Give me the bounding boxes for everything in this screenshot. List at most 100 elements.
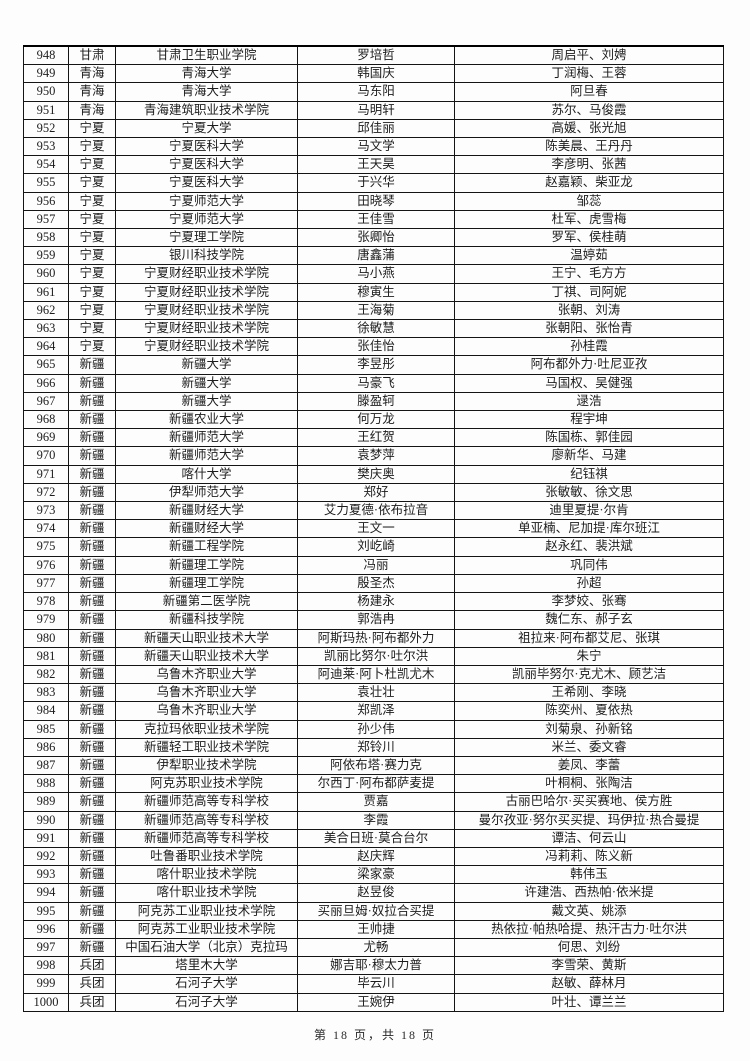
cell-student-name: 杨建永 — [297, 592, 455, 612]
cell-province: 宁夏 — [68, 209, 116, 230]
cell-school: 宁夏师范大学 — [115, 191, 298, 211]
cell-province: 新疆 — [68, 792, 116, 812]
table-row: 961 宁夏 宁夏财经职业技术学院 穆寅生 丁祺、司阿妮 — [23, 282, 724, 302]
cell-school: 乌鲁木齐职业大学 — [115, 683, 298, 703]
cell-school: 石河子大学 — [115, 992, 298, 1012]
cell-province: 宁夏 — [68, 228, 116, 248]
cell-province: 青海 — [68, 82, 116, 102]
cell-province: 宁夏 — [68, 155, 116, 175]
table-row: 1000 兵团 石河子大学 王婉伊 叶壮、谭兰兰 — [23, 992, 724, 1012]
cell-school: 宁夏师范大学 — [115, 209, 298, 230]
cell-serial-number: 988 — [23, 774, 69, 794]
cell-student-name: 马东阳 — [297, 82, 455, 102]
cell-student-name: 郑好 — [297, 482, 455, 503]
cell-province: 新疆 — [68, 537, 116, 557]
cell-student-name: 徐敏慧 — [297, 319, 455, 339]
cell-student-name: 张佳怡 — [297, 337, 455, 357]
cell-school: 新疆财经大学 — [115, 501, 298, 521]
cell-advisors: 朱宁 — [454, 646, 724, 666]
cell-advisors: 丁祺、司阿妮 — [454, 282, 724, 302]
table-row: 948 甘肃 甘肃卫生职业学院 罗培哲 周启平、刘娉 — [23, 45, 724, 66]
cell-school: 新疆轻工职业技术学院 — [115, 737, 298, 757]
cell-school: 新疆财经大学 — [115, 519, 298, 539]
cell-student-name: 唐鑫蒲 — [297, 246, 455, 266]
cell-province: 新疆 — [68, 846, 116, 867]
cell-serial-number: 977 — [23, 573, 69, 594]
cell-province: 甘肃 — [68, 45, 116, 66]
cell-advisors: 刘菊泉、孙新铭 — [454, 719, 724, 739]
table-row: 966 新疆 新疆大学 马豪飞 马国权、吴健强 — [23, 373, 724, 393]
cell-school: 喀什大学 — [115, 464, 298, 484]
table-row: 969 新疆 新疆师范大学 王红贺 陈国栋、郭佳园 — [23, 428, 724, 448]
cell-advisors: 阿旦春 — [454, 82, 724, 102]
cell-student-name: 马豪飞 — [297, 373, 455, 393]
cell-student-name: 买丽旦姆·奴拉合买提 — [297, 901, 455, 921]
cell-province: 新疆 — [68, 573, 116, 594]
cell-advisors: 马国权、吴健强 — [454, 373, 724, 393]
cell-serial-number: 961 — [23, 282, 69, 302]
cell-province: 新疆 — [68, 683, 116, 703]
cell-advisors: 巩同伟 — [454, 555, 724, 575]
cell-serial-number: 959 — [23, 246, 69, 266]
cell-student-name: 韩国庆 — [297, 64, 455, 84]
cell-student-name: 阿依布塔·赛力克 — [297, 755, 455, 776]
table-row: 949 青海 青海大学 韩国庆 丁润梅、王蓉 — [23, 64, 724, 84]
cell-advisors: 高媛、张光旭 — [454, 118, 724, 139]
table-row: 994 新疆 喀什职业技术学院 赵昱俊 许建浩、西热帕·依米提 — [23, 883, 724, 903]
cell-serial-number: 964 — [23, 337, 69, 357]
cell-school: 新疆师范高等专科学校 — [115, 828, 298, 848]
cell-advisors: 王宁、毛方方 — [454, 264, 724, 284]
cell-province: 宁夏 — [68, 264, 116, 284]
cell-province: 新疆 — [68, 664, 116, 685]
cell-student-name: 王天昊 — [297, 155, 455, 175]
cell-advisors: 张朝阳、张怡青 — [454, 319, 724, 339]
cell-serial-number: 989 — [23, 792, 69, 812]
cell-serial-number: 987 — [23, 755, 69, 776]
table-row: 950 青海 青海大学 马东阳 阿旦春 — [23, 82, 724, 102]
cell-advisors: 祖拉来·阿布都艾尼、张琪 — [454, 628, 724, 648]
cell-serial-number: 953 — [23, 137, 69, 157]
cell-province: 新疆 — [68, 428, 116, 448]
cell-advisors: 古丽巴哈尔·买买赛地、侯方胜 — [454, 792, 724, 812]
cell-student-name: 阿斯玛热·阿布都外力 — [297, 628, 455, 648]
cell-serial-number: 950 — [23, 82, 69, 102]
cell-advisors: 张朝、刘涛 — [454, 300, 724, 321]
table-row: 981 新疆 新疆天山职业技术大学 凯丽比努尔·吐尔洪 朱宁 — [23, 646, 724, 666]
table-row: 951 青海 青海建筑职业技术学院 马明轩 苏尔、马俊霞 — [23, 100, 724, 120]
cell-province: 宁夏 — [68, 300, 116, 321]
cell-advisors: 逯浩 — [454, 391, 724, 412]
cell-school: 宁夏财经职业技术学院 — [115, 337, 298, 357]
cell-student-name: 袁梦萍 — [297, 446, 455, 466]
cell-advisors: 凯丽毕努尔·克尤木、顾艺洁 — [454, 664, 724, 685]
cell-advisors: 韩伟玉 — [454, 865, 724, 885]
cell-student-name: 尔西丁·阿布都萨麦提 — [297, 774, 455, 794]
table-row: 954 宁夏 宁夏医科大学 王天昊 李彦明、张茜 — [23, 155, 724, 175]
cell-advisors: 姜凤、李蕾 — [454, 755, 724, 776]
cell-advisors: 邹蕊 — [454, 191, 724, 211]
cell-student-name: 马小燕 — [297, 264, 455, 284]
cell-serial-number: 997 — [23, 937, 69, 958]
cell-serial-number: 990 — [23, 810, 69, 830]
table-row: 977 新疆 新疆理工学院 殷圣杰 孙超 — [23, 573, 724, 594]
cell-serial-number: 985 — [23, 719, 69, 739]
table-row: 967 新疆 新疆大学 滕盈轲 逯浩 — [23, 391, 724, 412]
cell-province: 宁夏 — [68, 337, 116, 357]
cell-student-name: 王婉伊 — [297, 992, 455, 1012]
table-row: 976 新疆 新疆理工学院 冯丽 巩同伟 — [23, 555, 724, 575]
cell-student-name: 马文学 — [297, 137, 455, 157]
cell-school: 甘肃卫生职业学院 — [115, 45, 298, 66]
cell-serial-number: 984 — [23, 701, 69, 721]
table-row: 973 新疆 新疆财经大学 艾力夏德·依布拉音 迪里夏提·尔肯 — [23, 501, 724, 521]
table-row: 959 宁夏 银川科技学院 唐鑫蒲 温婷茹 — [23, 246, 724, 266]
cell-province: 兵团 — [68, 956, 116, 976]
cell-advisors: 陈美晨、王丹丹 — [454, 137, 724, 157]
cell-province: 新疆 — [68, 628, 116, 648]
cell-serial-number: 995 — [23, 901, 69, 921]
cell-school: 宁夏医科大学 — [115, 137, 298, 157]
table-row: 998 兵团 塔里木大学 娜吉耶·穆太力普 李雪荣、黄斯 — [23, 956, 724, 976]
cell-serial-number: 971 — [23, 464, 69, 484]
cell-serial-number: 974 — [23, 519, 69, 539]
cell-serial-number: 991 — [23, 828, 69, 848]
cell-serial-number: 966 — [23, 373, 69, 393]
table-row: 956 宁夏 宁夏师范大学 田晓琴 邹蕊 — [23, 191, 724, 211]
